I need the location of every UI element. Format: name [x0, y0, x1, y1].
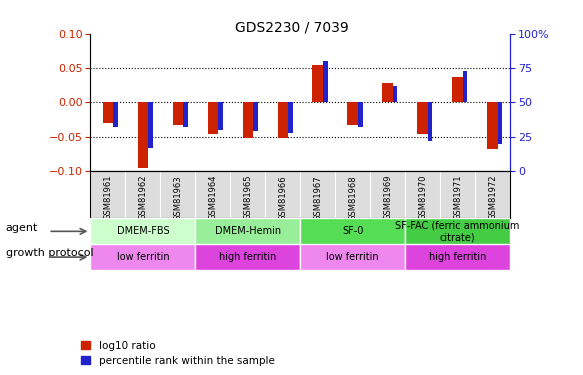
Bar	[359, 102, 363, 127]
Bar	[394, 86, 398, 102]
FancyBboxPatch shape	[125, 171, 160, 219]
FancyBboxPatch shape	[475, 171, 510, 219]
Bar	[138, 102, 148, 168]
FancyBboxPatch shape	[265, 171, 300, 219]
Bar	[312, 65, 323, 102]
Text: low ferritin: low ferritin	[326, 252, 379, 262]
Text: agent: agent	[6, 223, 38, 232]
Text: GSM81966: GSM81966	[278, 175, 287, 220]
Bar	[208, 102, 218, 134]
Text: GSM81971: GSM81971	[453, 175, 462, 220]
Text: SF-FAC (ferric ammonium
citrate): SF-FAC (ferric ammonium citrate)	[395, 220, 520, 242]
Bar	[219, 102, 223, 130]
Text: GSM81964: GSM81964	[208, 175, 217, 220]
Bar	[487, 102, 498, 149]
Text: GSM81961: GSM81961	[103, 175, 113, 220]
FancyBboxPatch shape	[90, 171, 125, 219]
Bar	[382, 83, 393, 102]
FancyBboxPatch shape	[195, 171, 230, 219]
Text: GSM81969: GSM81969	[383, 175, 392, 220]
Text: DMEM-FBS: DMEM-FBS	[117, 226, 169, 236]
Text: high ferritin: high ferritin	[219, 252, 276, 262]
FancyBboxPatch shape	[195, 244, 300, 270]
Bar	[324, 61, 328, 102]
Text: GSM81962: GSM81962	[138, 175, 147, 220]
Bar	[347, 102, 358, 125]
Bar	[463, 71, 468, 102]
Text: DMEM-Hemin: DMEM-Hemin	[215, 226, 281, 236]
Legend: log10 ratio, percentile rank within the sample: log10 ratio, percentile rank within the …	[81, 341, 275, 366]
FancyBboxPatch shape	[160, 171, 195, 219]
Bar	[278, 102, 288, 138]
Bar	[498, 102, 503, 144]
FancyBboxPatch shape	[230, 171, 265, 219]
Bar	[173, 102, 183, 125]
Text: high ferritin: high ferritin	[429, 252, 486, 262]
Bar	[417, 102, 428, 134]
Text: SF-0: SF-0	[342, 226, 363, 236]
Text: GDS2230 / 7039: GDS2230 / 7039	[234, 21, 349, 34]
Bar	[149, 102, 153, 148]
Bar	[254, 102, 258, 131]
Bar	[184, 102, 188, 127]
FancyBboxPatch shape	[195, 219, 300, 244]
Bar	[452, 77, 463, 102]
Bar	[429, 102, 433, 141]
Text: low ferritin: low ferritin	[117, 252, 169, 262]
Text: growth protocol: growth protocol	[6, 248, 93, 258]
Bar	[289, 102, 293, 133]
FancyBboxPatch shape	[405, 219, 510, 244]
FancyBboxPatch shape	[405, 244, 510, 270]
Text: GSM81972: GSM81972	[488, 175, 497, 220]
FancyBboxPatch shape	[300, 244, 405, 270]
Text: GSM81963: GSM81963	[173, 175, 182, 220]
Bar	[114, 102, 118, 127]
FancyBboxPatch shape	[90, 244, 195, 270]
Bar	[103, 102, 113, 123]
FancyBboxPatch shape	[335, 171, 370, 219]
FancyBboxPatch shape	[300, 171, 335, 219]
Bar	[243, 102, 253, 138]
FancyBboxPatch shape	[90, 219, 195, 244]
Text: GSM81968: GSM81968	[348, 175, 357, 220]
Text: GSM81970: GSM81970	[418, 175, 427, 220]
FancyBboxPatch shape	[370, 171, 405, 219]
FancyBboxPatch shape	[405, 171, 440, 219]
Text: GSM81965: GSM81965	[243, 175, 252, 220]
FancyBboxPatch shape	[300, 219, 405, 244]
Text: GSM81967: GSM81967	[313, 175, 322, 220]
FancyBboxPatch shape	[440, 171, 475, 219]
